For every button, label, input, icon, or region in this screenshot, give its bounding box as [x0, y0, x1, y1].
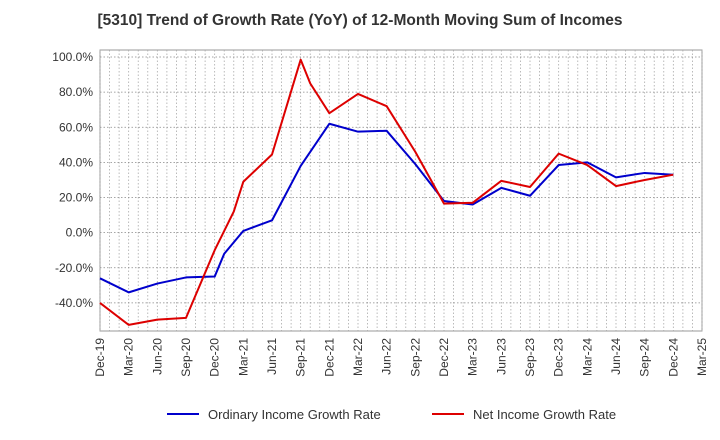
x-tick-label: Mar-22: [351, 338, 365, 376]
series-line-ordinary-income: [99, 122, 674, 294]
x-tick-label: Jun-24: [609, 338, 623, 375]
x-tick-label: Jun-20: [150, 338, 164, 375]
x-tick-label: Mar-24: [580, 338, 594, 376]
x-tick-label: Dec-24: [666, 338, 680, 377]
series-layer: [99, 58, 674, 326]
x-tick-label: Mar-21: [236, 338, 250, 376]
x-tick-label: Sep-21: [294, 338, 308, 377]
x-tick-label: Jun-21: [265, 338, 279, 375]
x-tick-label: Sep-23: [523, 338, 537, 377]
series-line-net-income: [99, 58, 674, 326]
x-tick-label: Mar-25: [695, 338, 709, 376]
x-tick-label: Dec-22: [437, 338, 451, 377]
chart-title: [5310] Trend of Growth Rate (YoY) of 12-…: [97, 12, 623, 29]
y-tick-label: 40.0%: [59, 155, 93, 169]
x-tick-label: Mar-20: [122, 338, 136, 376]
y-tick-label: -40.0%: [55, 296, 93, 310]
x-tick-label: Sep-22: [408, 338, 422, 377]
x-tick-label: Sep-24: [638, 338, 652, 377]
y-tick-label: 0.0%: [66, 226, 94, 240]
x-tick-label: Mar-23: [466, 338, 480, 376]
legend-layer: Ordinary Income Growth Rate Net Income Gr…: [167, 407, 616, 422]
x-tick-label: Dec-19: [93, 338, 107, 377]
x-tick-label: Dec-20: [208, 338, 222, 377]
x-tick-label: Dec-23: [552, 338, 566, 377]
y-tick-label: 20.0%: [59, 191, 93, 205]
x-tick-label: Jun-23: [494, 338, 508, 375]
grid-layer: [99, 49, 703, 332]
y-tick-label: 80.0%: [59, 85, 93, 99]
x-tick-label: Jun-22: [380, 338, 394, 375]
axis-layer: 100.0% 80.0% 60.0% 40.0% 20.0% 0.0% -20.0% -40.…: [52, 50, 709, 377]
x-tick-label: Dec-21: [322, 338, 336, 377]
y-tick-label: 100.0%: [52, 50, 93, 64]
y-tick-label: -20.0%: [55, 261, 93, 275]
legend-label: Ordinary Income Growth Rate: [208, 407, 381, 422]
legend-label: Net Income Growth Rate: [473, 407, 616, 422]
y-tick-label: 60.0%: [59, 120, 93, 134]
x-tick-label: Sep-20: [179, 338, 193, 377]
